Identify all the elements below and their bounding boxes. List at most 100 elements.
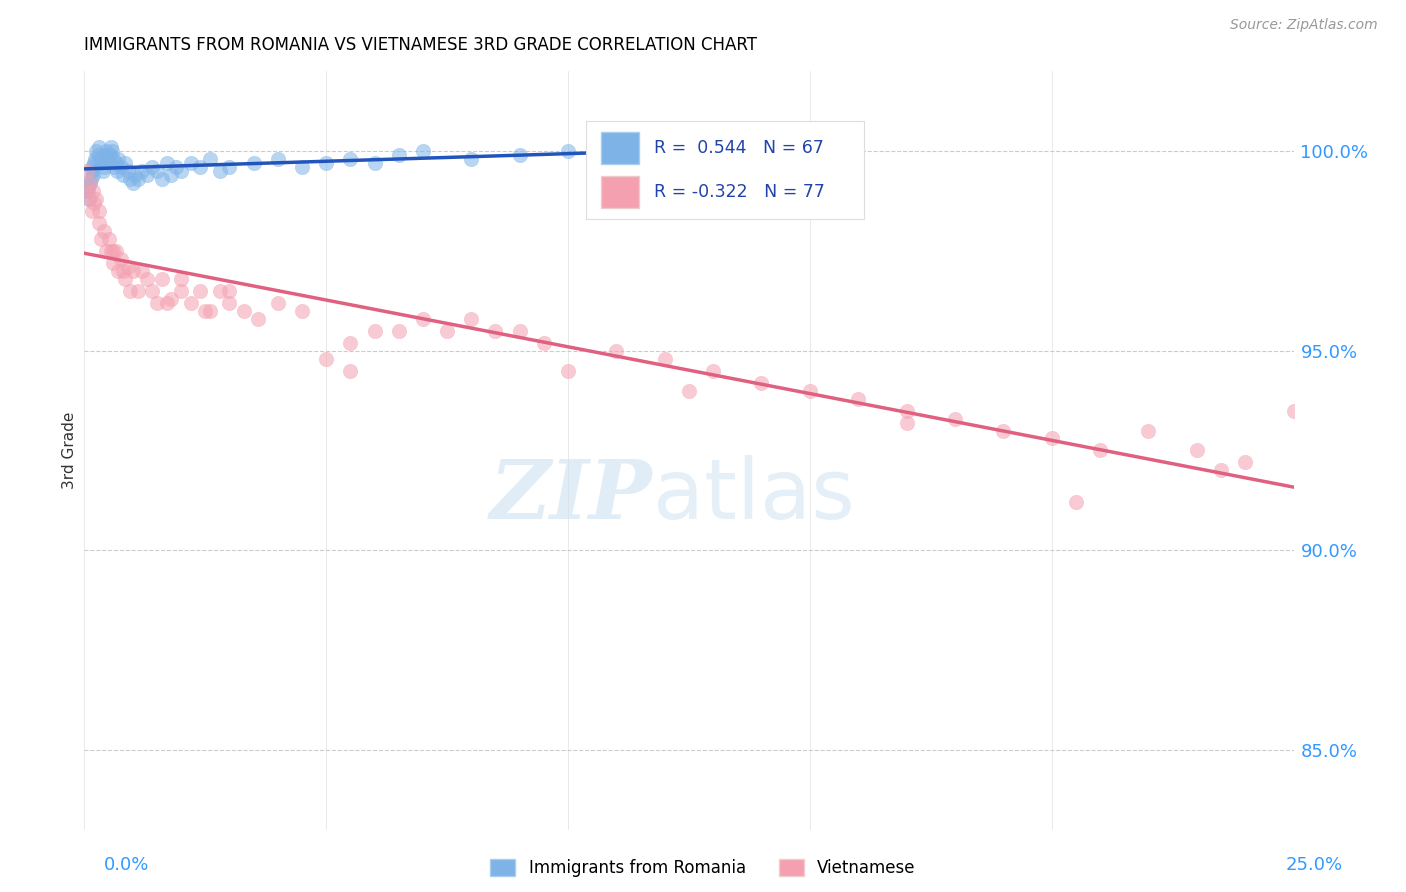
Point	[89, 152, 111, 166]
Point	[141, 284, 163, 298]
Point	[388, 148, 411, 162]
Point	[509, 148, 531, 162]
Point	[557, 144, 579, 158]
Point	[233, 303, 256, 318]
Point	[114, 272, 136, 286]
Point	[127, 172, 149, 186]
Point	[131, 264, 153, 278]
Point	[267, 152, 290, 166]
Text: 0.0%: 0.0%	[104, 855, 149, 873]
Point	[160, 292, 183, 306]
Point	[702, 140, 724, 154]
Text: R =  0.544   N = 67: R = 0.544 N = 67	[654, 139, 824, 157]
Point	[363, 324, 385, 338]
Point	[155, 156, 177, 170]
Point	[80, 164, 103, 178]
Point	[1185, 443, 1208, 458]
Point	[533, 335, 555, 350]
Point	[218, 295, 240, 310]
Point	[1234, 455, 1257, 469]
Point	[1064, 495, 1087, 509]
Point	[86, 192, 108, 206]
Point	[702, 364, 724, 378]
Point	[93, 160, 115, 174]
Point	[110, 252, 132, 266]
Point	[80, 172, 103, 186]
Point	[124, 168, 146, 182]
Point	[165, 160, 187, 174]
Text: ZIP: ZIP	[491, 456, 652, 536]
Point	[1040, 432, 1063, 446]
Point	[460, 311, 482, 326]
Point	[170, 284, 193, 298]
Point	[77, 180, 100, 194]
Point	[194, 303, 217, 318]
Point	[98, 148, 121, 162]
Point	[751, 148, 773, 162]
Point	[339, 152, 361, 166]
Point	[170, 164, 193, 178]
Point	[87, 204, 110, 219]
Point	[170, 272, 193, 286]
Point	[943, 411, 966, 425]
Point	[291, 303, 314, 318]
Point	[725, 144, 748, 158]
Point	[100, 140, 122, 154]
Point	[114, 156, 136, 170]
Point	[76, 164, 98, 178]
Point	[136, 168, 159, 182]
Point	[339, 335, 361, 350]
Point	[218, 160, 240, 174]
Point	[84, 152, 107, 166]
Point	[218, 284, 240, 298]
Point	[460, 152, 482, 166]
Point	[136, 272, 159, 286]
Point	[678, 136, 700, 151]
FancyBboxPatch shape	[586, 120, 865, 219]
Text: IMMIGRANTS FROM ROMANIA VS VIETNAMESE 3RD GRADE CORRELATION CHART: IMMIGRANTS FROM ROMANIA VS VIETNAMESE 3R…	[84, 36, 758, 54]
Point	[94, 244, 117, 258]
Point	[198, 303, 221, 318]
Point	[630, 140, 652, 154]
Point	[1282, 403, 1305, 417]
Point	[91, 164, 114, 178]
Point	[291, 160, 314, 174]
Point	[110, 160, 132, 174]
Point	[146, 295, 169, 310]
Point	[101, 144, 124, 158]
Point	[605, 343, 627, 358]
Point	[190, 160, 212, 174]
Point	[103, 160, 125, 174]
Text: 25.0%: 25.0%	[1286, 855, 1343, 873]
Point	[509, 324, 531, 338]
Point	[77, 184, 100, 198]
Text: Source: ZipAtlas.com: Source: ZipAtlas.com	[1230, 18, 1378, 32]
Point	[105, 164, 128, 178]
Point	[388, 324, 411, 338]
Point	[107, 152, 129, 166]
Point	[1137, 424, 1160, 438]
Point	[678, 384, 700, 398]
Point	[155, 295, 177, 310]
Point	[97, 156, 120, 170]
Point	[1209, 463, 1232, 477]
Point	[242, 156, 264, 170]
Point	[80, 204, 103, 219]
Point	[82, 160, 104, 174]
Point	[131, 164, 153, 178]
Point	[180, 295, 202, 310]
Point	[79, 176, 101, 190]
Point	[160, 168, 183, 182]
Point	[120, 284, 142, 298]
Point	[121, 176, 143, 190]
Text: atlas: atlas	[652, 456, 855, 536]
Point	[93, 224, 115, 238]
Point	[180, 156, 202, 170]
Point	[896, 403, 918, 417]
Point	[77, 192, 100, 206]
Point	[799, 384, 821, 398]
Point	[436, 324, 458, 338]
Y-axis label: 3rd Grade: 3rd Grade	[62, 412, 77, 489]
Point	[112, 168, 135, 182]
Point	[150, 172, 173, 186]
